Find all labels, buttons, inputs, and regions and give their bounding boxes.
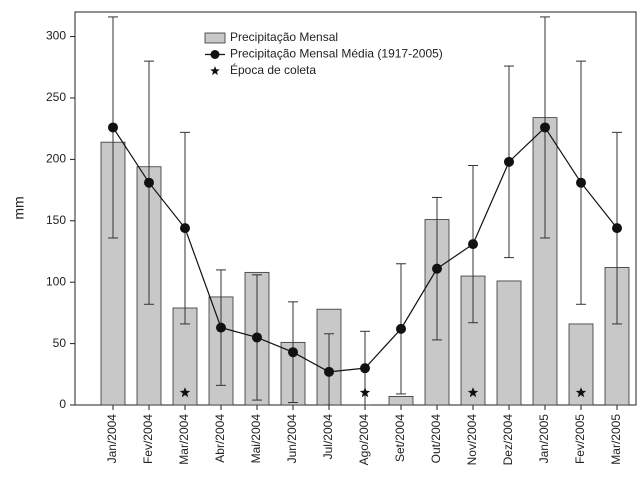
x-tick-label: Jan/2004	[105, 414, 119, 464]
y-tick-label: 0	[59, 397, 66, 411]
x-tick-label: Ago/2004	[357, 414, 371, 466]
y-tick-label: 50	[53, 336, 67, 350]
collection-star	[575, 387, 587, 398]
collection-star	[359, 387, 371, 398]
plot-frame	[74, 11, 637, 406]
mean-point	[360, 363, 370, 374]
mean-point	[612, 223, 622, 234]
mean-point	[432, 263, 442, 274]
bar	[496, 280, 522, 406]
legend-swatch	[204, 32, 226, 44]
x-tick-label: Jul/2004	[321, 414, 335, 460]
mean-point	[180, 223, 190, 234]
x-tick-label: Abr/2004	[213, 414, 227, 463]
collection-star	[179, 387, 191, 398]
mean-point	[396, 323, 406, 334]
mean-point	[504, 156, 514, 167]
legend-swatch	[210, 50, 220, 59]
mean-point	[108, 122, 118, 133]
x-tick-label: Mai/2004	[249, 414, 263, 464]
mean-point	[576, 177, 586, 188]
mean-point	[324, 366, 334, 377]
x-tick-label: Fev/2005	[573, 414, 587, 464]
x-tick-label: Fev/2004	[141, 414, 155, 464]
x-tick-label: Out/2004	[429, 414, 443, 464]
bar	[388, 396, 414, 406]
mean-point	[216, 322, 226, 333]
x-tick-label: Jun/2004	[285, 414, 299, 464]
legend-label: Época de coleta	[230, 62, 316, 77]
legend-swatch	[210, 66, 220, 75]
collection-star	[467, 387, 479, 398]
x-tick-label: Mar/2004	[177, 414, 191, 465]
y-tick-label: 100	[46, 274, 66, 288]
mean-point	[144, 177, 154, 188]
legend-label: Precipitação Mensal	[230, 30, 338, 44]
x-tick-label: Mar/2005	[609, 414, 623, 465]
y-tick-label: 150	[46, 213, 66, 227]
x-tick-label: Nov/2004	[465, 414, 479, 466]
y-tick-label: 300	[46, 29, 66, 43]
y-axis-label: mm	[11, 196, 27, 219]
y-tick-label: 250	[46, 90, 66, 104]
x-tick-label: Jan/2005	[537, 414, 551, 464]
mean-point	[252, 332, 262, 343]
mean-point	[540, 122, 550, 133]
x-tick-label: Set/2004	[393, 414, 407, 462]
x-tick-label: Dez/2004	[501, 414, 515, 466]
y-tick-label: 200	[46, 152, 66, 166]
legend-label: Precipitação Mensal Média (1917-2005)	[230, 47, 443, 61]
mean-point	[288, 347, 298, 358]
mean-point	[468, 239, 478, 250]
